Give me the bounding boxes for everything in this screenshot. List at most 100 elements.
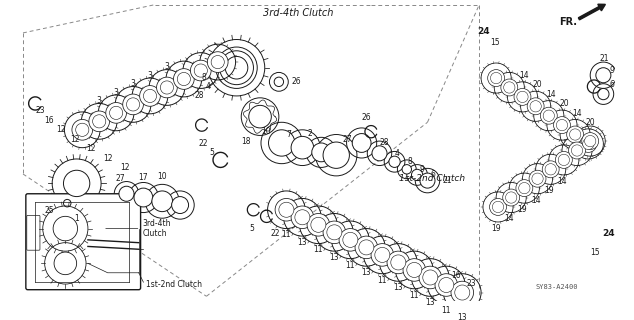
Circle shape bbox=[489, 198, 507, 215]
Circle shape bbox=[558, 154, 569, 165]
Text: 23: 23 bbox=[467, 279, 477, 288]
Text: 27: 27 bbox=[343, 135, 353, 144]
Circle shape bbox=[519, 182, 530, 194]
Circle shape bbox=[596, 68, 611, 83]
Circle shape bbox=[72, 119, 93, 140]
Circle shape bbox=[123, 94, 143, 115]
Circle shape bbox=[63, 170, 90, 196]
Text: 1st-2nd Clutch: 1st-2nd Clutch bbox=[399, 174, 465, 183]
Circle shape bbox=[567, 126, 584, 143]
Text: 10: 10 bbox=[261, 127, 270, 136]
Circle shape bbox=[543, 110, 555, 121]
Circle shape bbox=[569, 142, 585, 159]
Text: 2: 2 bbox=[307, 129, 313, 138]
Text: 11: 11 bbox=[410, 291, 419, 300]
Circle shape bbox=[372, 146, 387, 161]
Circle shape bbox=[557, 119, 567, 131]
Circle shape bbox=[375, 247, 390, 262]
Text: 21: 21 bbox=[443, 176, 452, 185]
Circle shape bbox=[275, 198, 298, 221]
Circle shape bbox=[219, 51, 254, 85]
Text: 20: 20 bbox=[559, 99, 569, 108]
Text: 11: 11 bbox=[346, 260, 355, 269]
Text: 13: 13 bbox=[361, 268, 371, 277]
Text: 22: 22 bbox=[270, 228, 280, 237]
Circle shape bbox=[407, 262, 422, 277]
Circle shape bbox=[505, 192, 517, 203]
Text: 3: 3 bbox=[113, 88, 119, 97]
Circle shape bbox=[355, 236, 378, 259]
Text: 15: 15 bbox=[491, 38, 500, 47]
Text: 11: 11 bbox=[281, 230, 291, 239]
Circle shape bbox=[194, 64, 207, 77]
Text: 14: 14 bbox=[557, 177, 567, 186]
Circle shape bbox=[152, 191, 172, 212]
Circle shape bbox=[207, 52, 228, 72]
Text: 12: 12 bbox=[103, 154, 112, 163]
Circle shape bbox=[291, 206, 314, 228]
Circle shape bbox=[529, 170, 546, 187]
Text: 3rd-4th
Clutch: 3rd-4th Clutch bbox=[143, 219, 171, 238]
Circle shape bbox=[455, 285, 470, 300]
Circle shape bbox=[491, 72, 501, 84]
Text: 26: 26 bbox=[361, 113, 371, 122]
Text: 14: 14 bbox=[519, 71, 529, 80]
Text: 12: 12 bbox=[56, 125, 65, 134]
Text: 3: 3 bbox=[97, 96, 101, 105]
Circle shape bbox=[423, 270, 438, 285]
Text: 14: 14 bbox=[531, 196, 540, 205]
Text: 20: 20 bbox=[585, 118, 595, 127]
Text: 16: 16 bbox=[44, 116, 54, 125]
Circle shape bbox=[359, 240, 374, 255]
Circle shape bbox=[106, 102, 127, 123]
Circle shape bbox=[420, 173, 435, 188]
Text: 14: 14 bbox=[573, 108, 582, 117]
Circle shape bbox=[190, 60, 211, 81]
Circle shape bbox=[269, 130, 295, 156]
Text: 4: 4 bbox=[394, 149, 399, 158]
Circle shape bbox=[371, 244, 394, 266]
Text: 26: 26 bbox=[291, 77, 301, 86]
Text: 11: 11 bbox=[314, 245, 323, 254]
Circle shape bbox=[501, 79, 518, 96]
Circle shape bbox=[172, 196, 188, 213]
Text: 13: 13 bbox=[458, 313, 467, 320]
Circle shape bbox=[312, 143, 330, 162]
Text: 6: 6 bbox=[430, 171, 435, 180]
Text: 12: 12 bbox=[70, 135, 79, 144]
Circle shape bbox=[110, 106, 123, 119]
FancyArrow shape bbox=[578, 4, 605, 20]
Text: 18: 18 bbox=[241, 137, 250, 146]
Circle shape bbox=[53, 216, 77, 241]
Text: 3: 3 bbox=[148, 71, 152, 80]
Circle shape bbox=[435, 274, 458, 296]
Circle shape bbox=[327, 225, 342, 240]
Text: 14: 14 bbox=[505, 214, 514, 223]
Text: 17: 17 bbox=[139, 172, 148, 181]
Circle shape bbox=[75, 123, 89, 136]
Text: 5: 5 bbox=[209, 148, 214, 157]
Circle shape bbox=[569, 129, 581, 140]
Circle shape bbox=[311, 217, 326, 232]
Circle shape bbox=[439, 277, 454, 292]
Circle shape bbox=[323, 221, 346, 244]
Circle shape bbox=[582, 132, 598, 149]
Circle shape bbox=[532, 173, 543, 184]
Text: 4: 4 bbox=[205, 82, 210, 91]
Circle shape bbox=[555, 151, 573, 168]
Text: 27: 27 bbox=[115, 174, 125, 183]
Text: 13: 13 bbox=[394, 283, 403, 292]
Text: 19: 19 bbox=[491, 224, 501, 233]
Circle shape bbox=[516, 180, 533, 196]
Circle shape bbox=[553, 116, 571, 133]
Text: 21: 21 bbox=[600, 54, 609, 63]
Circle shape bbox=[542, 161, 559, 178]
Circle shape bbox=[353, 133, 371, 152]
Circle shape bbox=[119, 186, 134, 201]
Circle shape bbox=[389, 156, 400, 167]
Text: 11: 11 bbox=[441, 306, 451, 315]
Circle shape bbox=[139, 85, 160, 106]
Circle shape bbox=[540, 107, 557, 124]
Circle shape bbox=[411, 169, 423, 180]
Text: 3: 3 bbox=[131, 79, 136, 88]
